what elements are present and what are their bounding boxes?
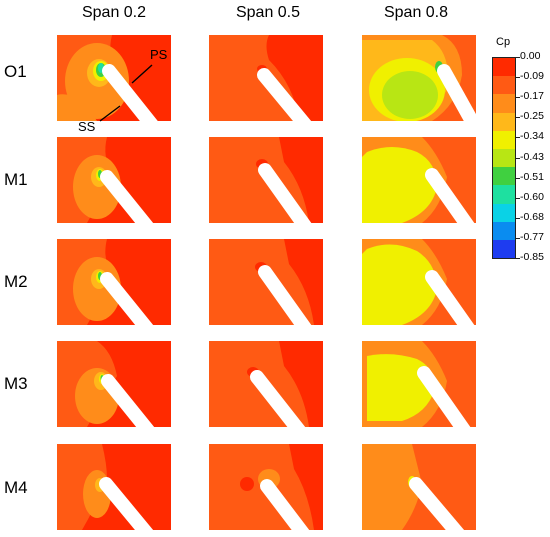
colorbar-tick-label: -0.34 bbox=[520, 130, 544, 143]
colorbar bbox=[492, 57, 516, 259]
contour-m2-span-0-5 bbox=[209, 239, 323, 325]
column-header-span-0-8: Span 0.8 bbox=[383, 4, 449, 21]
colorbar-tick-mark bbox=[516, 177, 520, 179]
colorbar-tick-label: -0.85 bbox=[520, 251, 544, 263]
colorbar-tick-mark bbox=[516, 57, 520, 58]
row-label-m3: M3 bbox=[4, 374, 28, 393]
colorbar-tick-mark bbox=[516, 97, 520, 99]
colorbar-tick-mark bbox=[516, 217, 520, 219]
row-label-o1: O1 bbox=[4, 62, 27, 81]
ss-pointer-line bbox=[99, 105, 121, 122]
colorbar-tick-label: -0.77 bbox=[520, 230, 544, 243]
colorbar-tick-mark bbox=[516, 237, 520, 239]
colorbar-tick-label: -0.17 bbox=[520, 90, 544, 103]
row-label-m4: M4 bbox=[4, 478, 28, 497]
colorbar-tick-label: -0.25 bbox=[520, 110, 544, 123]
colorbar-segment bbox=[493, 185, 515, 204]
column-header-span-0-2: Span 0.2 bbox=[81, 4, 147, 21]
colorbar-tick-mark bbox=[516, 117, 520, 119]
colorbar-segment bbox=[493, 76, 515, 95]
contour-m3-span-0-5 bbox=[209, 341, 323, 427]
contour-m3-span-0-2 bbox=[57, 341, 171, 427]
ps-label: PS bbox=[150, 47, 168, 62]
colorbar-segment bbox=[493, 239, 515, 259]
contour-m1-span-0-2 bbox=[57, 137, 171, 223]
contour-m2-span-0-2 bbox=[57, 239, 171, 325]
colorbar-segment bbox=[493, 221, 515, 240]
row-label-m1: M1 bbox=[4, 170, 28, 189]
contour-m4-span-0-2 bbox=[57, 444, 171, 530]
contour-m4-span-0-5 bbox=[209, 444, 323, 530]
colorbar-segment bbox=[493, 58, 515, 77]
contour-o1-span-0-8 bbox=[362, 35, 476, 121]
contour-m3-span-0-8 bbox=[362, 341, 476, 427]
colorbar-segment bbox=[493, 167, 515, 186]
ps-pointer-line bbox=[131, 64, 153, 84]
colorbar-segment bbox=[493, 94, 515, 113]
colorbar-tick-mark bbox=[516, 77, 520, 79]
contour-m1-span-0-5 bbox=[209, 137, 323, 223]
colorbar-tick-mark bbox=[516, 137, 520, 139]
colorbar-segment bbox=[493, 148, 515, 168]
contour-m4-span-0-8 bbox=[362, 444, 476, 530]
colorbar-tick-label: -0.09 bbox=[520, 70, 544, 83]
contour-o1-span-0-2 bbox=[57, 35, 171, 121]
ss-label: SS bbox=[78, 119, 96, 134]
colorbar-tick-mark bbox=[516, 157, 520, 159]
colorbar-tick-label: -0.60 bbox=[520, 190, 544, 203]
contour-m1-span-0-8 bbox=[362, 137, 476, 223]
colorbar-tick-mark bbox=[516, 197, 520, 199]
contour-m2-span-0-8 bbox=[362, 239, 476, 325]
contour-o1-span-0-5 bbox=[209, 35, 323, 121]
colorbar-segment bbox=[493, 112, 515, 131]
colorbar-tick-label: -0.51 bbox=[520, 170, 544, 183]
colorbar-title: Cp bbox=[496, 36, 511, 48]
column-header-span-0-5: Span 0.5 bbox=[235, 4, 301, 21]
colorbar-tick-mark bbox=[516, 258, 520, 259]
colorbar-segment bbox=[493, 203, 515, 222]
row-label-m2: M2 bbox=[4, 272, 28, 291]
colorbar-tick-label: -0.43 bbox=[520, 150, 544, 163]
colorbar-tick-label: 0.00 bbox=[520, 50, 541, 62]
colorbar-segment bbox=[493, 130, 515, 149]
colorbar-tick-label: -0.68 bbox=[520, 210, 544, 223]
